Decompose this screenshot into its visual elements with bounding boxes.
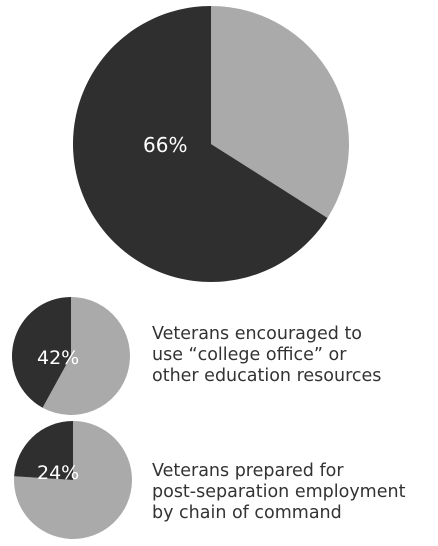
pie-percent-label: 42% xyxy=(37,347,79,369)
caption-education-resources: Veterans encouraged to use “college offi… xyxy=(152,324,432,387)
caption-line: use “college office” or xyxy=(152,345,347,365)
pie-slice-light xyxy=(42,297,131,415)
pie-slice-light xyxy=(13,421,132,539)
pie-slice-light xyxy=(211,6,349,218)
caption-line: post-separation employment xyxy=(152,482,406,502)
pie-chart-large: 66% xyxy=(72,6,349,282)
pie-slice-dark xyxy=(72,6,328,282)
caption-line: by chain of command xyxy=(152,503,342,523)
pie-percent-label: 66% xyxy=(143,133,187,157)
pie-chart-education-resources: 42% xyxy=(12,297,131,415)
caption-line: other education resources xyxy=(152,366,382,386)
caption-line: Veterans encouraged to xyxy=(152,324,363,344)
pie-slice-dark xyxy=(14,421,73,480)
pie-slice-dark xyxy=(12,297,71,408)
caption-line: Veterans prepared for xyxy=(152,461,344,481)
pie-chart-employment-preparation: 24% xyxy=(13,421,132,539)
caption-employment-preparation: Veterans prepared for post-separation em… xyxy=(152,461,432,524)
pie-percent-label: 24% xyxy=(37,462,79,484)
